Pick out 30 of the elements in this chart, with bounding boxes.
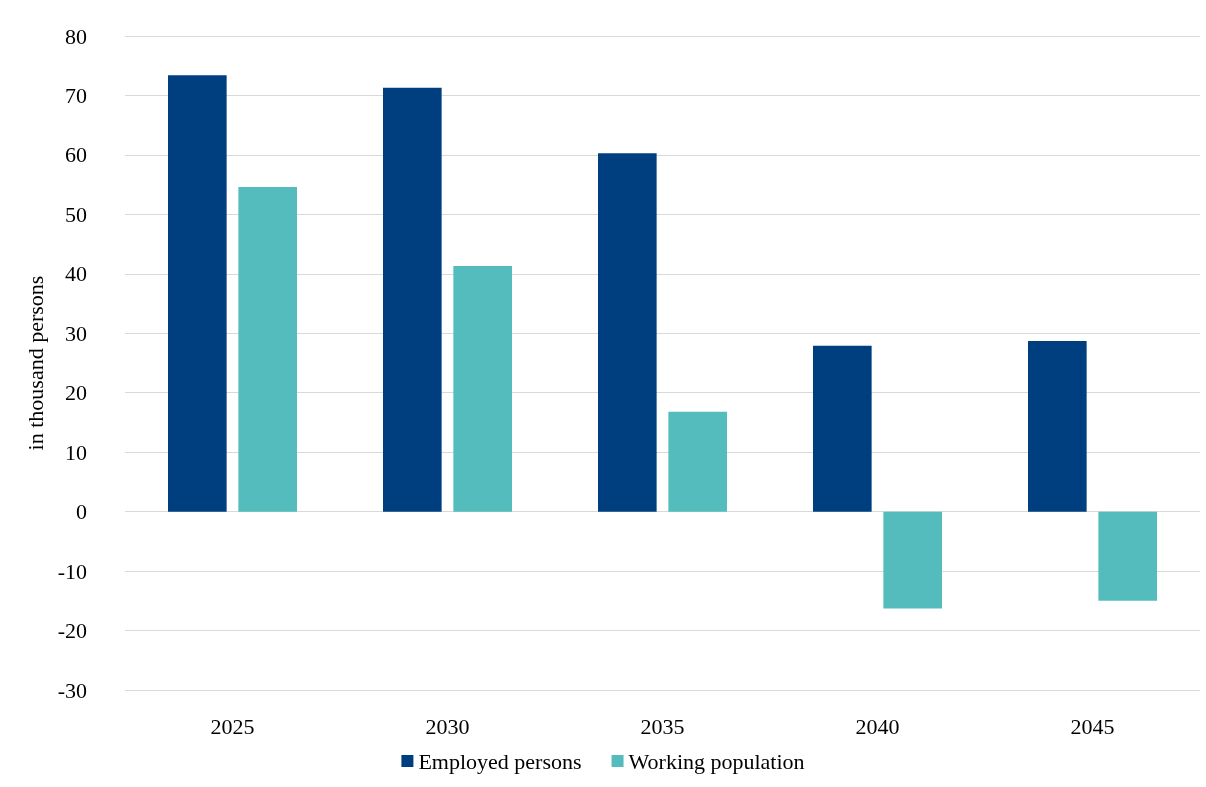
legend-label: Employed persons	[418, 748, 582, 774]
y-tick-label: 60	[65, 142, 87, 168]
y-tick-label: 30	[65, 320, 87, 346]
bar	[168, 75, 227, 512]
legend-label: Working population	[628, 748, 805, 774]
y-tick-label: -20	[57, 618, 87, 644]
y-tick-label: 10	[65, 439, 87, 465]
x-tick-label: 2040	[855, 713, 900, 739]
x-tick-label: 2025	[210, 713, 255, 739]
y-tick-label: 0	[76, 499, 87, 525]
y-tick-label: 70	[65, 82, 87, 108]
x-tick-label: 2045	[1070, 713, 1115, 739]
y-tick-label: 20	[65, 380, 87, 406]
y-axis-title: in thousand persons	[23, 275, 49, 451]
bar	[598, 153, 657, 512]
bar	[1098, 511, 1157, 601]
bar	[883, 511, 942, 609]
bar	[383, 87, 442, 512]
y-tick-label: 80	[65, 23, 87, 49]
bar	[813, 345, 872, 512]
y-tick-label: -30	[57, 677, 87, 703]
x-tick-label: 2030	[425, 713, 470, 739]
x-tick-label: 2035	[640, 713, 685, 739]
y-tick-label: -10	[57, 558, 87, 584]
bar	[1028, 341, 1087, 512]
y-tick-label: 50	[65, 201, 87, 227]
bar	[668, 411, 727, 512]
bar	[453, 266, 512, 512]
y-tick-label: 40	[65, 261, 87, 287]
bar	[238, 187, 297, 512]
